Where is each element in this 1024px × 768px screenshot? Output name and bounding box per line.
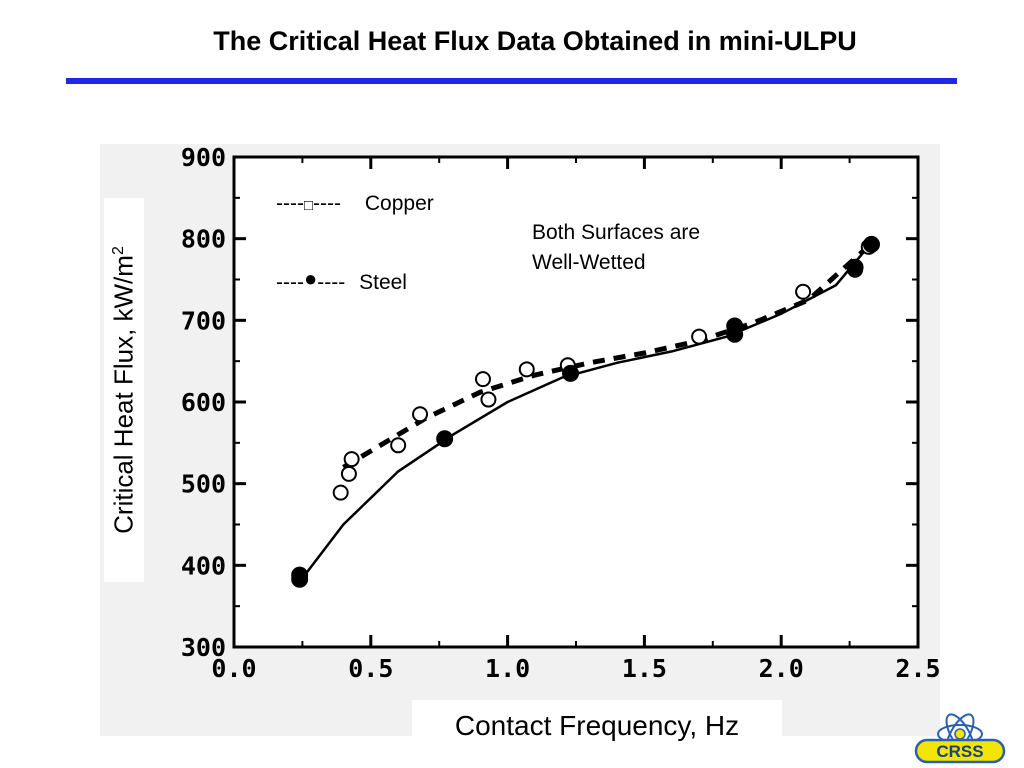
steel-fit-line [298,241,873,583]
legend-copper-label: Copper [364,192,434,215]
y-tick-label: 700 [181,306,226,335]
y-tick-label: 600 [181,388,226,417]
copper-data-point [795,283,812,300]
legend-item-copper: ----□---- Copper [276,192,434,216]
page-title: The Critical Heat Flux Data Obtained in … [213,26,857,56]
copper-data-point [340,465,357,482]
legend-copper-line-left: ---- [276,192,304,215]
y-tick-label: 500 [181,470,226,499]
y-tick-label: 300 [181,633,226,662]
legend-copper-marker: □ [303,197,314,214]
logo-badge [914,738,1006,764]
y-axis-label-superscript: 2 [109,246,127,256]
y-axis-label-main: Critical Heat Flux, kW/m [108,255,139,534]
copper-data-point [518,361,535,378]
chart-annotation: Both Surfaces are Well-Wetted [532,218,700,278]
copper-data-point [332,484,349,501]
x-tick-label: 1.0 [485,654,530,683]
copper-data-point [390,437,407,454]
x-tick-label: 0.5 [348,654,393,683]
x-axis-label: Contact Frequency, Hz [412,700,782,752]
y-tick-label: 800 [181,225,226,254]
copper-data-point [412,406,429,423]
y-tick-label: 900 [181,143,226,172]
legend-steel-label: Steel [359,271,407,294]
y-tick-label: 400 [181,551,226,580]
steel-data-point [436,430,454,448]
annotation-line-2: Well-Wetted [532,251,646,274]
y-axis-label: Critical Heat Flux, kW/m2 [109,246,140,534]
x-tick-label: 0.0 [211,654,256,683]
copper-data-point [480,391,497,408]
title-divider [66,78,957,84]
y-axis-label-box [104,198,144,582]
x-tick-label: 2.0 [759,654,804,683]
crss-logo: CRSS [914,713,1006,764]
steel-data-point [291,566,309,584]
logo-text: CRSS [936,742,983,761]
legend-item-steel: ----●---- Steel [276,266,407,295]
x-tick-label: 1.5 [622,654,667,683]
steel-data-point [846,258,864,276]
steel-data-point [862,235,880,253]
copper-data-point [343,451,360,468]
steel-data-point [726,317,744,335]
legend-copper-line-right: ---- [313,192,342,215]
legend: ----□---- Copper ----●---- Steel [268,186,494,304]
copper-data-point [691,328,708,345]
legend-steel-line-left: ---- [276,271,304,294]
legend-steel-marker: ● [303,266,318,291]
copper-fit-line [342,249,865,470]
logo-nucleus [954,728,966,740]
x-tick-label: 2.5 [895,654,940,683]
copper-data-point [474,371,491,388]
steel-data-point [562,364,580,382]
legend-steel-line-right: ---- [317,271,346,294]
annotation-line-1: Both Surfaces are [532,221,701,244]
